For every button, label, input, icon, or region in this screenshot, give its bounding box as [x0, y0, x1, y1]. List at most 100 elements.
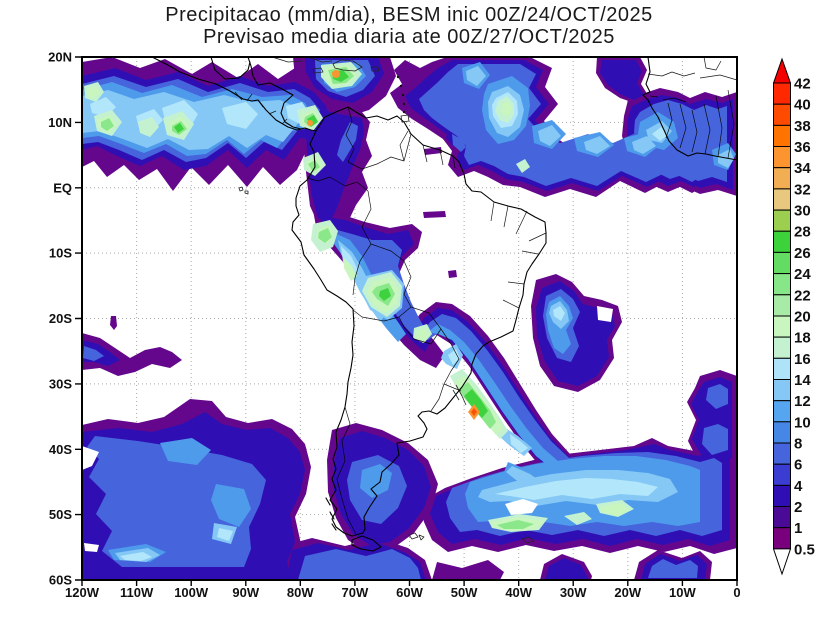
- contour: [416, 328, 430, 343]
- contour: [174, 123, 184, 133]
- colorbar-box: [773, 336, 791, 359]
- contour: [428, 324, 558, 468]
- colorbar-under-triangle: [772, 548, 792, 576]
- contour: [120, 552, 152, 561]
- lon-tick-label: 80W: [287, 585, 314, 600]
- contour: [448, 270, 457, 278]
- colorbar-label: 36: [794, 139, 811, 156]
- contour: [648, 559, 698, 578]
- lat-tick-label: 30S: [49, 376, 72, 391]
- colorbar-box: [773, 506, 791, 529]
- south-georgia-island: [521, 536, 535, 544]
- central-america-borders: [234, 91, 288, 125]
- lat-axis: 20N 10N EQ 10S 20S 30S 40S 50S 60S: [48, 50, 72, 588]
- axis-ticks: [75, 56, 738, 586]
- contour: [497, 520, 534, 529]
- lon-tick-label: 40W: [505, 585, 532, 600]
- colorbar-label: 34: [794, 160, 811, 177]
- colorbar-label: 12: [794, 393, 811, 410]
- contour: [510, 434, 528, 453]
- contour: [298, 549, 421, 580]
- colorbar-label: 20: [794, 309, 811, 326]
- contour: [138, 117, 159, 137]
- tierra-del-fuego-coastline: [325, 497, 382, 552]
- colorbar-label: 18: [794, 330, 811, 347]
- lon-tick-label: 120W: [65, 585, 100, 600]
- colorbar-label: 32: [794, 181, 811, 198]
- colorbar-label: 16: [794, 351, 811, 368]
- colorbar-label: 2: [794, 499, 802, 516]
- lat-tick-label: 20N: [48, 50, 72, 65]
- contour: [360, 464, 392, 498]
- antilles-island: [401, 93, 405, 97]
- colorbar-label: 4: [794, 478, 803, 495]
- contour: [101, 118, 114, 131]
- colorbar: 42 40 38 36 34 32 30 28 26 24 22 20 18 1…: [772, 57, 815, 576]
- colorbar-label: 8: [794, 436, 802, 453]
- colorbar-box: [773, 421, 791, 444]
- contour: [452, 134, 466, 152]
- colorbar-box: [773, 379, 791, 402]
- antilles-island: [402, 102, 406, 106]
- colorbar-label: 42: [794, 76, 811, 93]
- country-borders: [234, 91, 547, 535]
- contour: [110, 316, 117, 330]
- contour: [501, 101, 512, 116]
- contour: [584, 136, 610, 154]
- colorbar-box: [773, 442, 791, 465]
- colorbar-label: 28: [794, 224, 811, 241]
- contour: [495, 478, 658, 500]
- colorbar-box: [773, 527, 791, 550]
- contour: [332, 70, 340, 78]
- lon-tick-label: 70W: [342, 585, 369, 600]
- contour: [600, 60, 644, 100]
- title-block: Precipitacao (mm/dia), BESM inic 00Z/24/…: [165, 4, 653, 48]
- dry-spot: [82, 446, 99, 470]
- contour: [706, 384, 728, 409]
- colorbar-label: 26: [794, 245, 811, 262]
- colorbar-label: 14: [794, 372, 811, 389]
- contour: [341, 246, 358, 277]
- contour: [308, 160, 320, 172]
- colorbar-label: 6: [794, 457, 802, 474]
- south-america-borders: [306, 106, 547, 535]
- colorbar-box: [773, 82, 791, 105]
- falkland-islands: [408, 532, 425, 541]
- antilles-island: [399, 84, 403, 88]
- dry-spot: [505, 499, 538, 515]
- central-america-coastline: [151, 56, 317, 132]
- colorbar-label: 1: [794, 520, 802, 537]
- contour: [222, 102, 258, 129]
- colorbar-box: [773, 188, 791, 211]
- page-title: Precipitacao (mm/dia), BESM inic 00Z/24/…: [165, 4, 653, 26]
- colorbar-over-triangle: [772, 57, 792, 84]
- contour: [211, 484, 251, 527]
- colorbar-label: 10: [794, 414, 811, 431]
- africa-borders: [647, 56, 738, 159]
- colorbar-box: [773, 103, 791, 126]
- colorbar-label: 38: [794, 118, 811, 135]
- colorbar-label: 40: [794, 97, 811, 114]
- lat-tick-label: 50S: [49, 507, 72, 522]
- contour: [553, 306, 565, 321]
- lat-tick-label: 10S: [49, 246, 72, 261]
- lagoa-dos-patos: [452, 384, 467, 406]
- contour: [423, 211, 446, 218]
- colorbar-label: 0.5: [794, 541, 815, 558]
- lat-tick-label: EQ: [53, 180, 72, 195]
- lon-tick-label: 110W: [120, 585, 154, 600]
- contour: [466, 66, 486, 86]
- lon-tick-label: 10W: [669, 585, 696, 600]
- contour: [471, 408, 477, 416]
- colorbar-box: [773, 146, 791, 169]
- colorbar-box: [773, 273, 791, 296]
- colorbar-box: [773, 209, 791, 232]
- coastlines: [151, 56, 738, 552]
- colorbar-box: [773, 167, 791, 190]
- contour: [506, 466, 541, 489]
- antilles-island: [402, 110, 406, 114]
- colorbar-box: [773, 463, 791, 486]
- dry-spot: [84, 543, 99, 552]
- lon-tick-label: 0: [733, 585, 740, 600]
